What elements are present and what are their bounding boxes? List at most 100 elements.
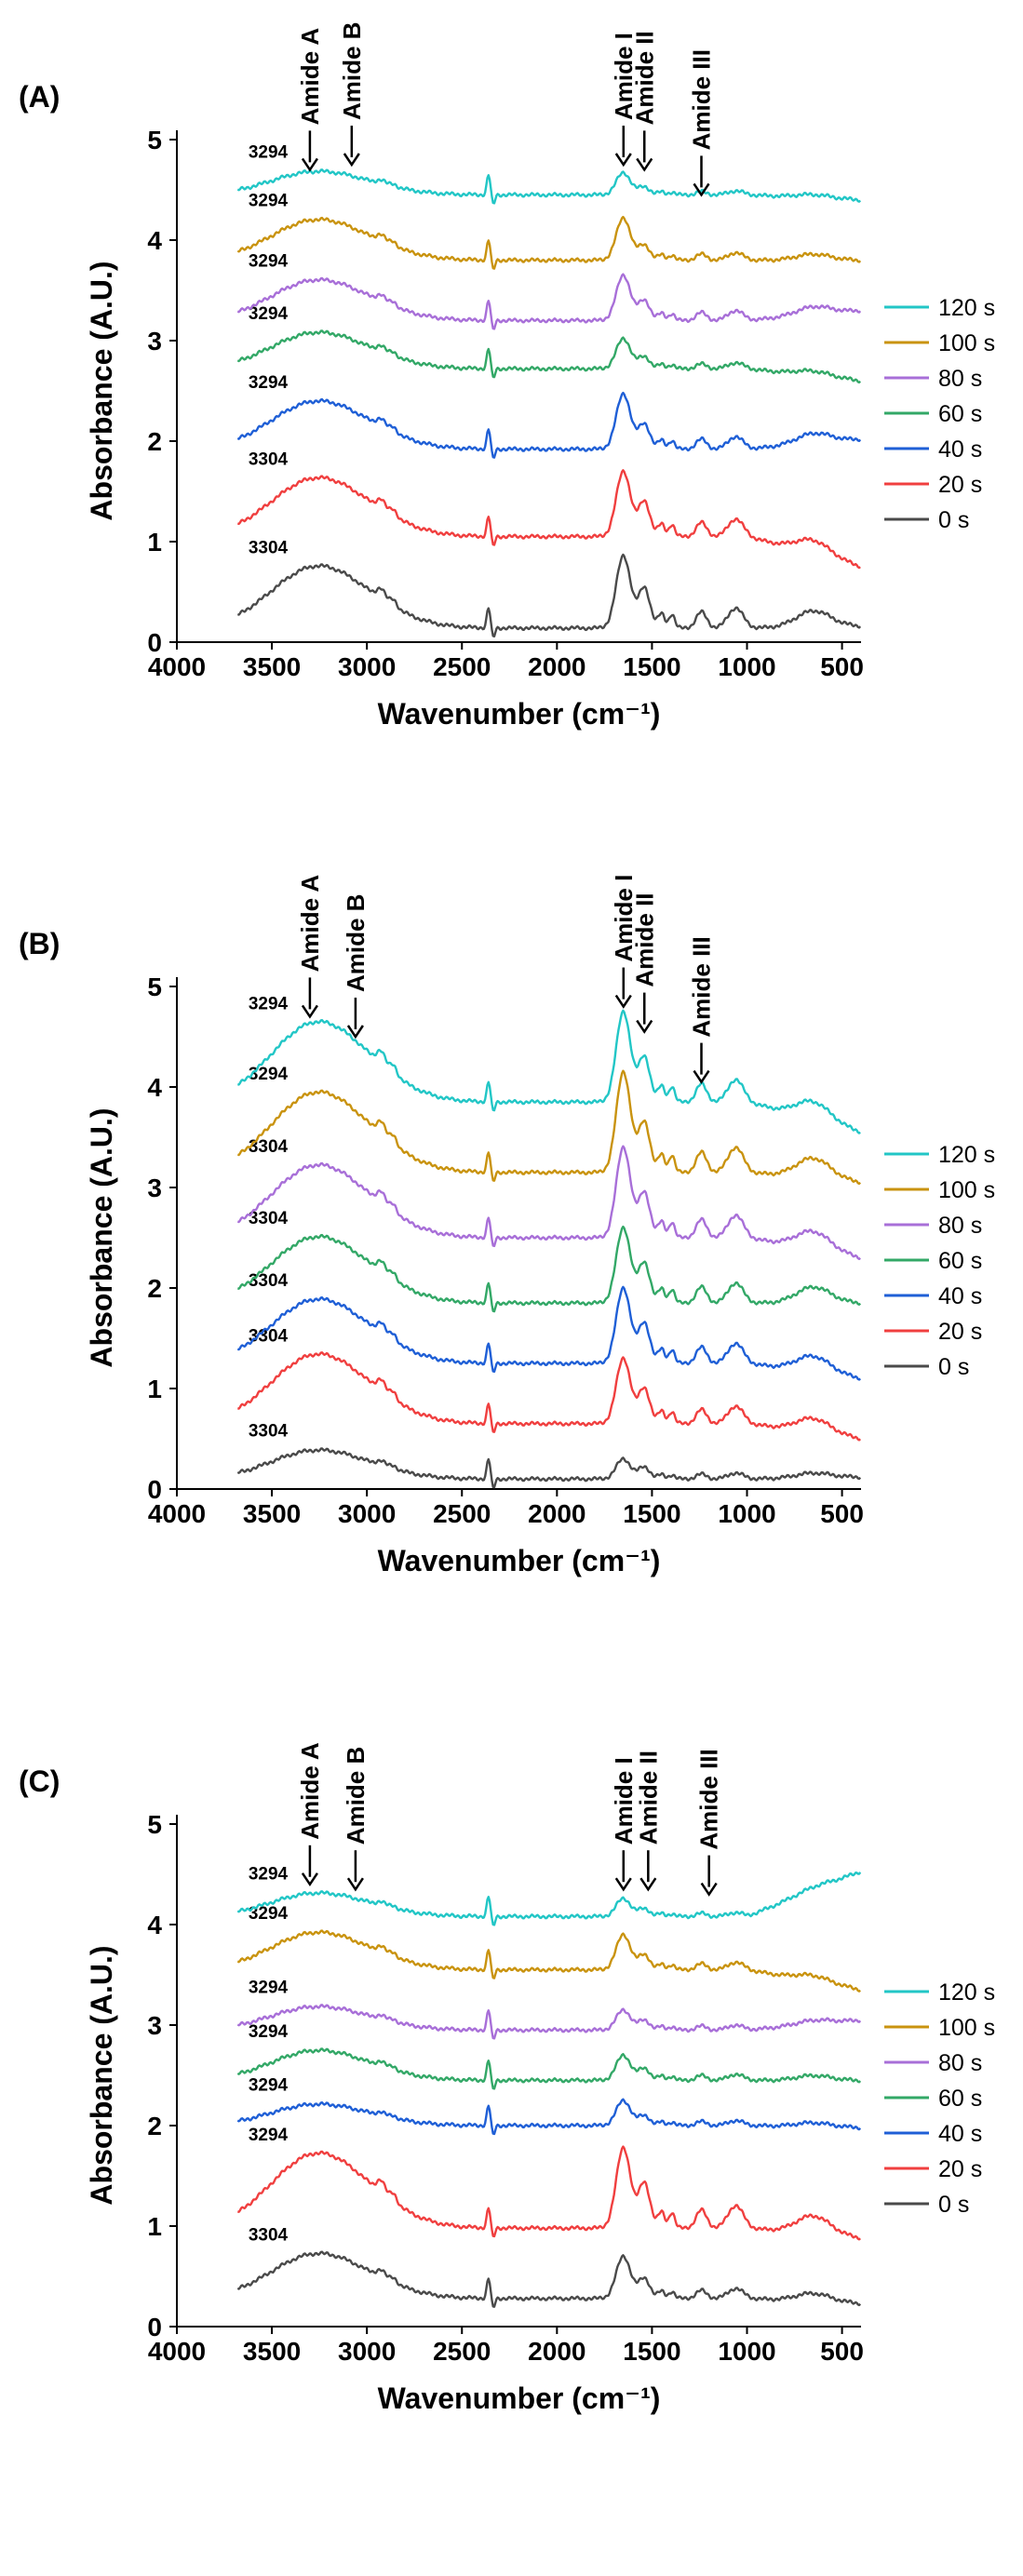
amide-label: Amide III bbox=[688, 49, 716, 150]
x-tick-label: 3000 bbox=[338, 1499, 396, 1528]
peak-label: 3294 bbox=[249, 1065, 289, 1084]
y-tick-label: 0 bbox=[147, 1475, 162, 1504]
amide-arrow-head bbox=[700, 1882, 718, 1897]
series-line-0s bbox=[236, 553, 862, 637]
amide-label: Amide A bbox=[296, 875, 324, 973]
amide-label: Amide III bbox=[695, 1749, 723, 1849]
series-line-120s bbox=[236, 1872, 862, 1926]
amide-label: Amide I bbox=[610, 33, 638, 120]
legend-label: 120 s bbox=[938, 295, 995, 321]
legend-label: 40 s bbox=[938, 1283, 982, 1309]
legend-label: 100 s bbox=[938, 1177, 995, 1203]
amide-label: Amide I bbox=[610, 1757, 638, 1845]
y-tick-label: 4 bbox=[147, 1073, 162, 1102]
chart-panel-3: (C) 0 1 2 3 4 5 4000 3500 3000 2500 2000 1500 1000 500… bbox=[19, 1742, 995, 2415]
amide-arrow-head bbox=[693, 182, 710, 197]
x-tick-label: 1000 bbox=[718, 2337, 775, 2366]
x-tick-label: 1000 bbox=[718, 1499, 775, 1528]
peak-label: 3304 bbox=[249, 1326, 289, 1346]
series-line-80s bbox=[236, 2004, 862, 2040]
series-line-60s bbox=[237, 1225, 862, 1313]
amide-arrow-head bbox=[301, 1004, 318, 1019]
peak-label: 3294 bbox=[249, 373, 289, 393]
series-line-40s bbox=[236, 2098, 862, 2136]
panel-letter: (B) bbox=[19, 927, 60, 960]
series-line-20s bbox=[236, 469, 861, 570]
x-tick-label: 1500 bbox=[623, 652, 680, 681]
peak-label: 3294 bbox=[249, 304, 289, 324]
series-line-40s bbox=[236, 391, 862, 459]
series-line-100s bbox=[237, 1069, 862, 1186]
series-line-80s bbox=[237, 1145, 861, 1260]
y-axis-title: Absorbance (A.U.) bbox=[85, 261, 118, 520]
peak-label: 3294 bbox=[249, 2022, 289, 2042]
series-line-120s bbox=[237, 1009, 861, 1134]
legend-label: 100 s bbox=[938, 2015, 995, 2041]
x-axis-title: Wavenumber (cm⁻¹) bbox=[378, 2381, 661, 2415]
x-tick-label: 2000 bbox=[528, 2337, 586, 2366]
series-line-0s bbox=[236, 1447, 862, 1489]
x-tick-label: 2500 bbox=[433, 2337, 491, 2366]
peak-label: 3304 bbox=[249, 449, 289, 469]
x-tick-label: 500 bbox=[820, 1499, 864, 1528]
legend-label: 120 s bbox=[938, 1142, 995, 1168]
x-tick-label: 1500 bbox=[623, 1499, 680, 1528]
x-tick-label: 4000 bbox=[148, 652, 206, 681]
x-axis-title: Wavenumber (cm⁻¹) bbox=[378, 697, 661, 731]
x-tick-label: 4000 bbox=[148, 2337, 206, 2366]
peak-label: 3294 bbox=[249, 2126, 289, 2145]
peak-label: 3294 bbox=[249, 994, 289, 1013]
amide-arrow-head bbox=[343, 153, 360, 168]
y-tick-label: 1 bbox=[147, 528, 162, 557]
peak-label: 3294 bbox=[249, 192, 289, 211]
y-tick-label: 2 bbox=[147, 2112, 162, 2140]
series-line-0s bbox=[236, 2250, 862, 2308]
peak-label: 3294 bbox=[249, 251, 289, 271]
amide-arrow-head bbox=[614, 994, 632, 1009]
x-tick-label: 2000 bbox=[528, 1499, 586, 1528]
series-line-20s bbox=[237, 1351, 862, 1442]
series-line-60s bbox=[236, 2047, 862, 2090]
x-tick-label: 500 bbox=[820, 2337, 864, 2366]
legend-label: 80 s bbox=[938, 2050, 982, 2076]
y-tick-label: 2 bbox=[147, 1274, 162, 1303]
y-tick-label: 4 bbox=[147, 1911, 162, 1939]
amide-label: Amide I bbox=[610, 875, 638, 962]
x-tick-label: 2500 bbox=[433, 1499, 491, 1528]
series-line-60s bbox=[236, 329, 862, 384]
amide-arrow-head bbox=[614, 153, 632, 168]
amide-label: Amide B bbox=[342, 894, 370, 992]
amide-arrow-head bbox=[636, 1019, 653, 1034]
x-tick-label: 1500 bbox=[623, 2337, 680, 2366]
amide-label: Amide B bbox=[338, 22, 366, 120]
legend-label: 120 s bbox=[938, 1979, 995, 2006]
x-tick-label: 4000 bbox=[148, 1499, 206, 1528]
x-tick-label: 3000 bbox=[338, 2337, 396, 2366]
y-tick-label: 3 bbox=[147, 2011, 162, 2040]
peak-label: 3304 bbox=[249, 538, 289, 557]
x-tick-label: 2000 bbox=[528, 652, 586, 681]
x-tick-label: 3500 bbox=[243, 652, 301, 681]
panel-letter: (A) bbox=[19, 80, 60, 114]
peak-label: 3304 bbox=[249, 2225, 289, 2245]
chart-panel-2: (B) 0 1 2 3 4 5 4000 3500 3000 2500 2000 1500 1000 500… bbox=[19, 875, 995, 1577]
peak-label: 3294 bbox=[249, 143, 289, 163]
amide-arrow-head bbox=[693, 1069, 710, 1084]
series-line-120s bbox=[236, 168, 862, 205]
peak-label: 3294 bbox=[249, 1904, 289, 1924]
amide-arrow-head bbox=[346, 1877, 364, 1892]
amide-label: Amide II bbox=[634, 1751, 662, 1845]
amide-arrow-head bbox=[639, 1877, 657, 1892]
y-tick-label: 1 bbox=[147, 1375, 162, 1403]
legend-label: 40 s bbox=[938, 436, 982, 463]
x-axis-title: Wavenumber (cm⁻¹) bbox=[378, 1544, 661, 1577]
y-tick-label: 4 bbox=[147, 226, 162, 255]
amide-label: Amide II bbox=[630, 31, 658, 125]
x-tick-label: 1000 bbox=[718, 652, 775, 681]
series-line-40s bbox=[236, 1285, 862, 1381]
legend-label: 60 s bbox=[938, 1248, 982, 1274]
peak-label: 3294 bbox=[249, 2075, 289, 2095]
y-axis-title: Absorbance (A.U.) bbox=[85, 1945, 118, 2205]
y-tick-label: 5 bbox=[147, 973, 162, 1001]
amide-arrow-head bbox=[614, 1877, 632, 1892]
